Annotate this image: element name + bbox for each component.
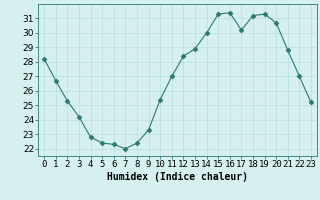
X-axis label: Humidex (Indice chaleur): Humidex (Indice chaleur): [107, 172, 248, 182]
